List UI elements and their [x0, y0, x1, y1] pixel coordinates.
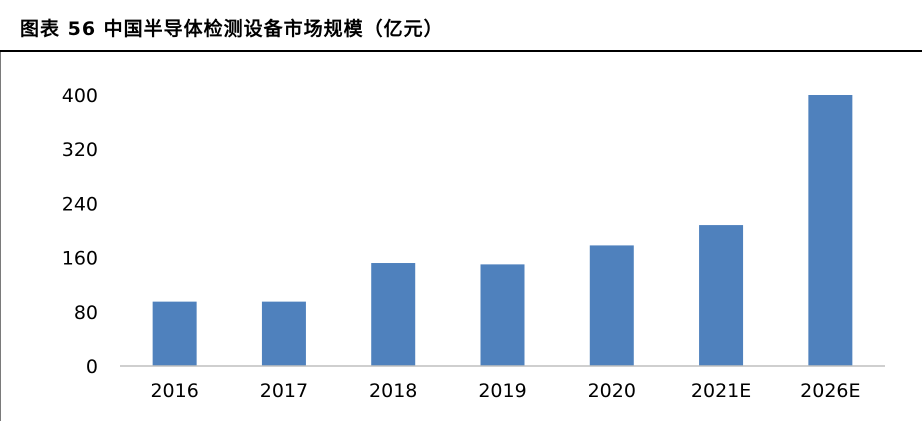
y-tick-label: 320: [62, 139, 98, 161]
x-axis-ticks: 2016 2017 2018 2019 2020 2021E 2026E: [150, 380, 860, 402]
bar-2018: [371, 263, 416, 366]
left-border: [0, 52, 1, 421]
x-tick-label: 2020: [588, 380, 636, 402]
y-tick-label: 80: [74, 302, 98, 324]
bars: [152, 95, 853, 366]
x-tick-label: 2021E: [691, 380, 751, 402]
x-tick-label: 2019: [478, 380, 526, 402]
chart-title: 图表 56 中国半导体检测设备市场规模（亿元）: [20, 18, 444, 40]
bar-2016: [152, 301, 197, 366]
x-tick-label: 2018: [369, 380, 417, 402]
bar-2020: [589, 245, 634, 366]
x-tick-label: 2016: [150, 380, 198, 402]
bar-2019: [480, 264, 525, 366]
bar-2017: [261, 301, 306, 366]
title-divider: [0, 50, 922, 52]
bar-2026E: [808, 95, 853, 366]
x-tick-label: 2017: [260, 380, 308, 402]
y-axis-ticks: 0 80 160 240 320 400: [62, 85, 98, 378]
y-tick-label: 240: [62, 193, 98, 215]
x-tick-label: 2026E: [800, 380, 860, 402]
bar-2021E: [699, 225, 744, 366]
y-tick-label: 160: [62, 248, 98, 270]
y-tick-label: 400: [62, 85, 98, 107]
y-tick-label: 0: [86, 356, 98, 378]
